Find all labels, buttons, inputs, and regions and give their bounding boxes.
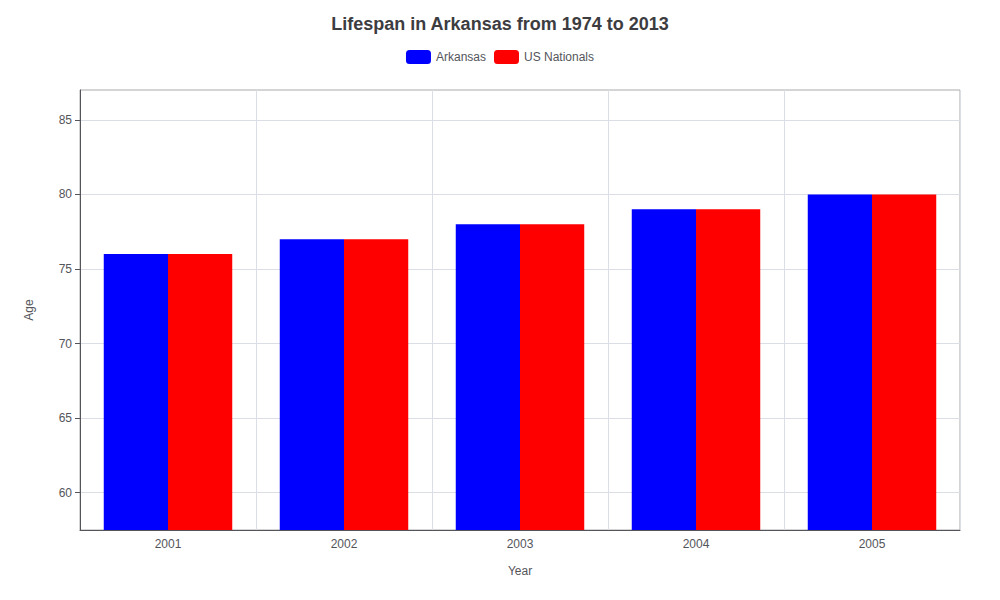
svg-text:2003: 2003 [507, 537, 534, 551]
svg-text:60: 60 [59, 486, 73, 500]
svg-text:Arkansas: Arkansas [436, 50, 486, 64]
svg-text:80: 80 [59, 187, 73, 201]
svg-text:2002: 2002 [331, 537, 358, 551]
svg-text:2005: 2005 [859, 537, 886, 551]
svg-text:75: 75 [59, 262, 73, 276]
svg-text:2001: 2001 [155, 537, 182, 551]
svg-text:Age: Age [22, 299, 36, 321]
svg-text:Year: Year [508, 564, 532, 578]
svg-text:2004: 2004 [683, 537, 710, 551]
svg-text:Lifespan in Arkansas from 1974: Lifespan in Arkansas from 1974 to 2013 [331, 14, 668, 34]
svg-text:85: 85 [59, 113, 73, 127]
svg-text:US Nationals: US Nationals [524, 50, 594, 64]
svg-text:65: 65 [59, 411, 73, 425]
svg-text:70: 70 [59, 337, 73, 351]
